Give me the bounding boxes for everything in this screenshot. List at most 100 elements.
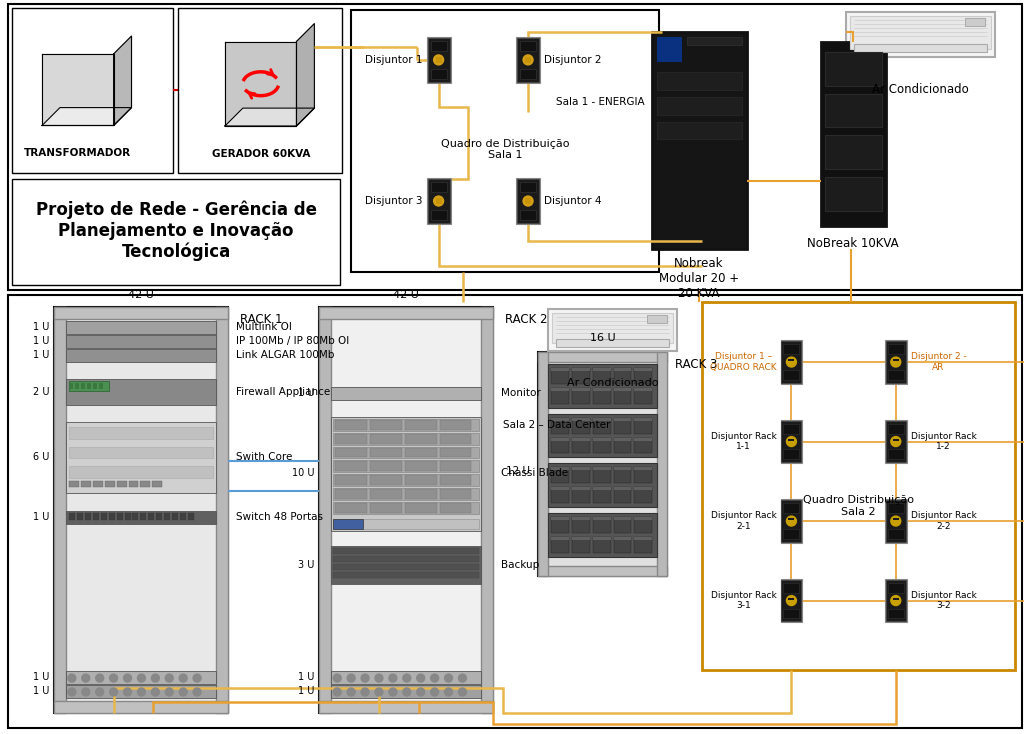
Bar [571,368,590,384]
Bar [886,421,906,462]
Bar [593,468,610,470]
Polygon shape [114,36,131,126]
Text: Chassi Blade: Chassi Blade [501,468,568,479]
Bar [370,420,401,429]
Bar [333,519,479,529]
Bar [66,335,216,348]
Circle shape [786,516,797,526]
Bar [172,513,178,520]
Bar [635,368,652,384]
Bar [538,566,668,575]
Bar [613,517,632,520]
Bar [481,308,494,713]
Text: Sala 2 – Data Center: Sala 2 – Data Center [503,420,610,429]
Bar [104,482,115,487]
Bar [635,537,652,553]
Circle shape [402,674,411,682]
Text: 1 U: 1 U [33,322,49,333]
Bar [888,608,904,619]
Bar [825,136,882,170]
Polygon shape [225,42,297,126]
Bar [157,513,163,520]
Circle shape [124,688,131,696]
Bar [431,182,446,192]
Bar [370,490,401,499]
Text: Nobreak
Modular 20 +
20 KVA: Nobreak Modular 20 + 20 KVA [658,257,739,300]
Bar [551,517,568,533]
Polygon shape [225,108,314,126]
Bar [431,41,446,51]
Text: 1 U: 1 U [298,388,314,398]
Text: Disjuntor Rack
2-2: Disjuntor Rack 2-2 [910,512,977,531]
Bar [888,449,904,459]
Text: Disjuntor 1: Disjuntor 1 [366,55,423,65]
Bar [333,432,479,445]
Bar [788,597,795,600]
Circle shape [95,674,103,682]
Circle shape [179,674,187,682]
Text: 3 U: 3 U [298,560,314,570]
Bar [66,321,216,334]
Text: 42 U: 42 U [393,291,419,300]
Bar [788,518,795,520]
Bar [657,37,682,62]
Text: Link ALGAR 100Mb: Link ALGAR 100Mb [236,350,334,360]
Bar [781,341,802,383]
Bar [551,468,568,470]
Circle shape [179,688,187,696]
Bar [551,418,568,421]
Text: RACK 1: RACK 1 [240,313,283,326]
Bar [783,583,800,592]
Bar [69,426,213,438]
Bar [613,517,632,533]
Bar [69,513,75,520]
Bar [635,537,652,540]
Bar [335,462,367,471]
Text: 1 U: 1 U [33,512,49,522]
Circle shape [152,688,160,696]
Circle shape [431,688,438,696]
Bar [12,8,173,173]
Text: Ar Condicionado: Ar Condicionado [567,378,658,388]
Bar [635,418,652,434]
Bar [593,437,610,454]
Bar [593,537,610,553]
Bar [140,482,151,487]
Bar [404,476,436,485]
Bar [571,487,590,504]
Bar [428,179,450,223]
Bar [780,499,803,543]
Polygon shape [42,108,131,126]
Bar [178,8,342,173]
Bar [885,340,906,384]
Text: GERADOR 60KVA: GERADOR 60KVA [212,149,310,159]
Bar [404,490,436,499]
Bar [613,437,632,454]
Bar [888,424,904,434]
Bar [333,474,479,486]
Bar [333,556,479,562]
Bar [516,37,540,83]
Bar [613,388,632,390]
Bar [333,548,479,554]
Bar [404,448,436,457]
Text: Monitor: Monitor [501,388,541,398]
Bar [54,701,228,713]
Circle shape [347,688,355,696]
Bar [893,597,899,600]
Text: Quadro Distribuição
Sala 2: Quadro Distribuição Sala 2 [803,495,913,517]
Text: NoBreak 10KVA: NoBreak 10KVA [807,237,899,250]
Bar [66,511,216,524]
Bar [54,308,228,713]
Bar [180,513,186,520]
Bar [635,388,652,390]
Bar [520,69,536,79]
Bar [593,468,610,483]
Bar [593,418,610,421]
Text: 16 U: 16 U [590,333,615,344]
Bar [613,468,632,483]
Bar [780,420,803,463]
Bar [164,513,170,520]
Bar [552,313,673,344]
Bar [77,513,83,520]
